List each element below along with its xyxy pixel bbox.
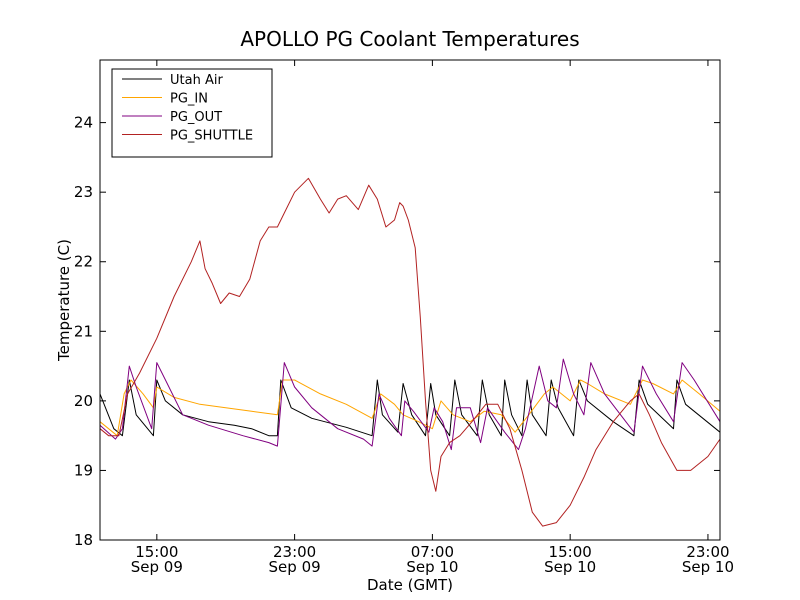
y-axis-label: Temperature (C) — [55, 239, 73, 362]
x-axis-label: Date (GMT) — [367, 576, 453, 594]
series-line-pg-out — [99, 358, 721, 451]
x-tick-label-time: 15:00 — [135, 543, 178, 561]
series-line-utah-air — [99, 379, 721, 437]
x-tick-label-date: Sep 10 — [544, 558, 596, 576]
legend: Utah Air PG_IN PG_OUT PG_SHUTTLE — [111, 68, 273, 158]
y-tick-label: 22 — [74, 253, 93, 271]
x-tick-label-date: Sep 09 — [131, 558, 183, 576]
legend-label: PG_SHUTTLE — [170, 129, 253, 144]
series-line-pg-shuttle — [99, 177, 721, 527]
x-tick-label-time: 07:00 — [411, 543, 454, 561]
series-layer — [99, 177, 721, 527]
chart-title: APOLLO PG Coolant Temperatures — [240, 27, 579, 51]
x-tick-label-time: 23:00 — [686, 543, 729, 561]
y-tick-label: 18 — [74, 531, 93, 549]
plot-frame — [99, 59, 721, 541]
legend-box — [111, 68, 273, 158]
series-line-pg-in — [99, 379, 721, 437]
x-tick-label-time: 23:00 — [273, 543, 316, 561]
legend-label: PG_OUT — [170, 110, 222, 125]
y-tick-label: 21 — [74, 322, 93, 340]
y-tick-label: 19 — [74, 461, 93, 479]
y-tick-label: 23 — [74, 183, 93, 201]
y-tick-label: 24 — [74, 114, 93, 132]
x-tick-label-date: Sep 10 — [406, 558, 458, 576]
x-tick-label-time: 15:00 — [549, 543, 592, 561]
x-tick-label-date: Sep 10 — [682, 558, 734, 576]
legend-label: PG_IN — [170, 92, 208, 107]
y-tick-label: 20 — [74, 392, 93, 410]
x-tick-label-date: Sep 09 — [269, 558, 321, 576]
legend-label: Utah Air — [170, 73, 223, 88]
